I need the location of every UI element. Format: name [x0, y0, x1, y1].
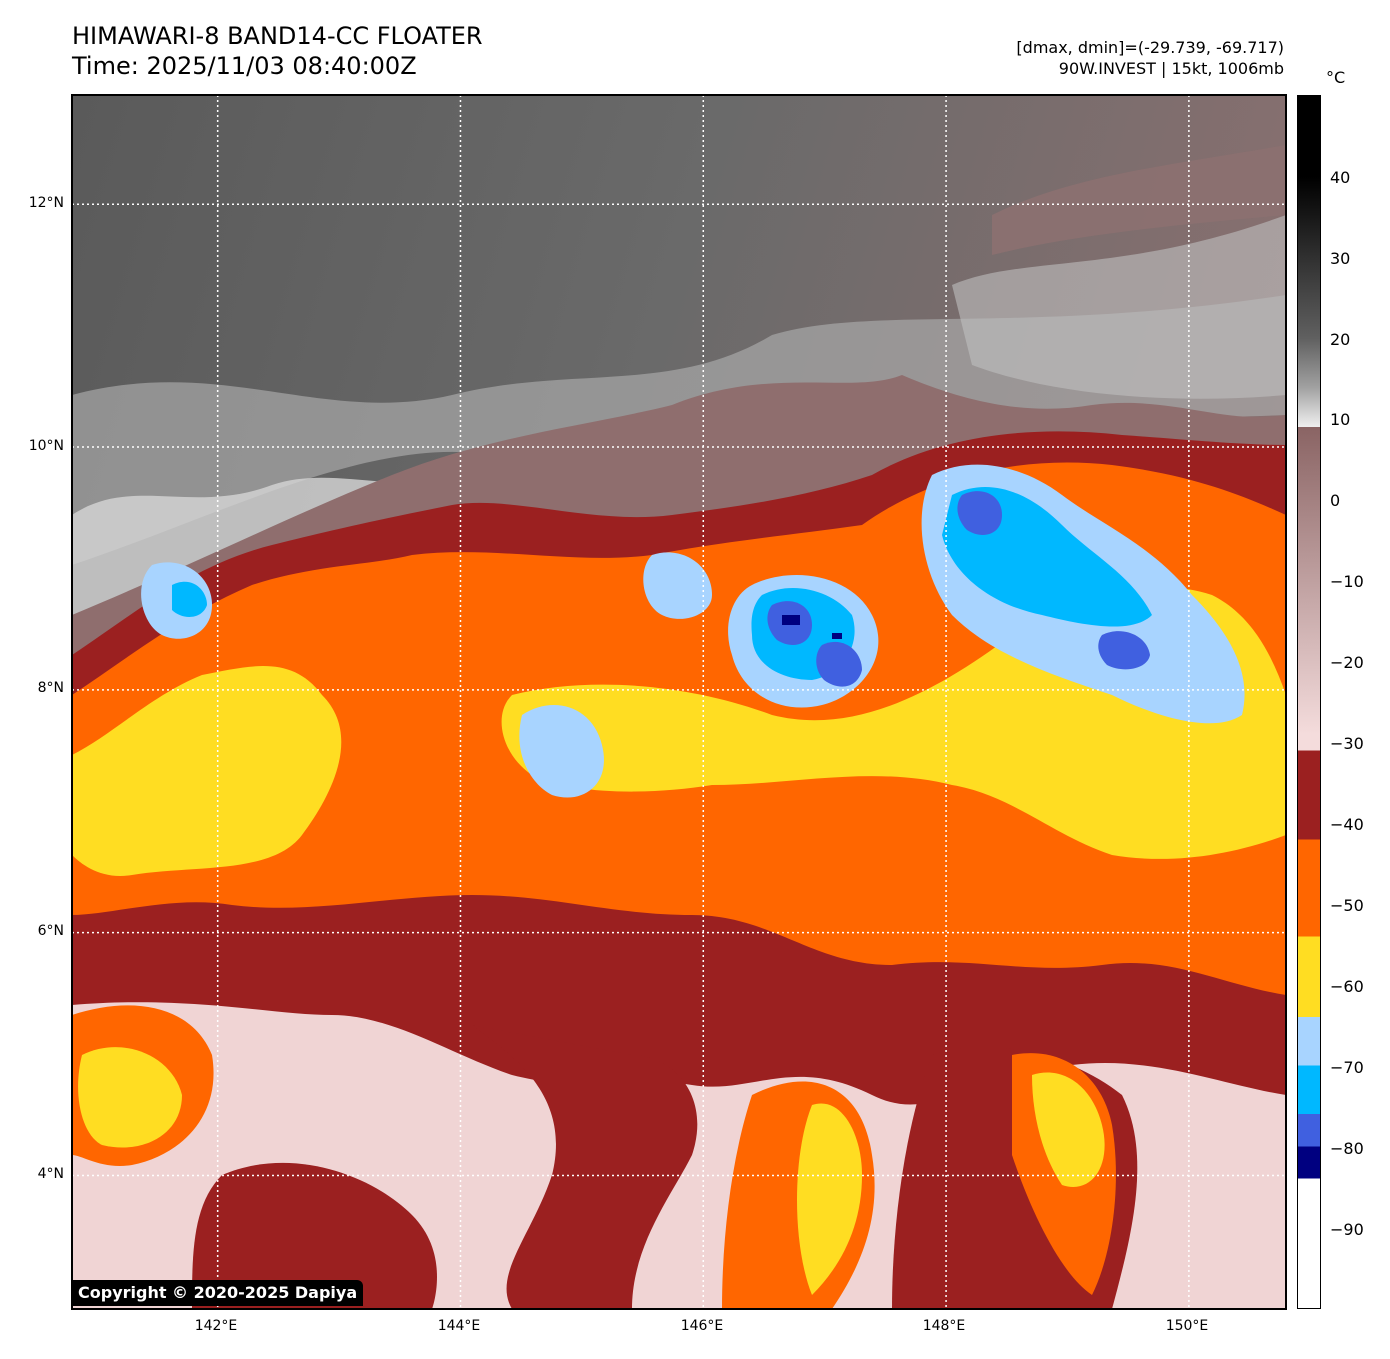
yellow-cell-south — [797, 1103, 862, 1295]
lon-label-146e: 146°E — [680, 1318, 724, 1334]
lat-lon-grid — [72, 95, 1286, 1309]
lat-label-8n: 8°N — [37, 680, 64, 696]
convective-cell-sw — [192, 1162, 437, 1309]
coldest-tops-c2 — [816, 641, 862, 687]
gray-cloud-patch — [952, 215, 1286, 399]
lon-label-150e: 150°E — [1165, 1318, 1209, 1334]
cold-core-west — [172, 581, 207, 617]
lat-label-4n: 4°N — [37, 1166, 64, 1182]
satellite-map — [72, 95, 1286, 1309]
brown-cloud-patch — [992, 145, 1286, 255]
lat-label-6n: 6°N — [37, 923, 64, 939]
coldest-tops-e — [1098, 631, 1150, 670]
yellow-cell-west — [78, 1047, 182, 1148]
colorbar-tick-20: 20 — [1330, 330, 1351, 349]
coldest-pixel-center — [782, 615, 800, 625]
storm-info: 90W.INVEST | 15kt, 1006mb — [1058, 59, 1284, 78]
coldest-tops-ne — [957, 491, 1002, 535]
colorbar-tick-40: 40 — [1330, 168, 1351, 187]
convective-band-south — [472, 1025, 698, 1309]
lon-label-142e: 142°E — [194, 1318, 238, 1334]
colorbar-tick-minus10: −10 — [1330, 572, 1364, 591]
colorbar-unit: °C — [1326, 68, 1346, 87]
lat-label-12n: 12°N — [28, 195, 64, 211]
copyright-badge: Copyright © 2020-2025 Dapiya — [72, 1280, 364, 1306]
colorbar-tick-minus20: −20 — [1330, 653, 1364, 672]
coldest-pixel-c2 — [832, 633, 842, 639]
very-cold-tops-west — [72, 666, 342, 876]
map-time: Time: 2025/11/03 08:40:00Z — [72, 52, 417, 80]
data-range-info: [dmax, dmin]=(-29.739, -69.717) — [1016, 38, 1284, 57]
colorbar-tick-minus70: −70 — [1330, 1058, 1364, 1077]
cloud-top-region-sw — [519, 705, 604, 798]
yellow-cell-se — [1032, 1072, 1105, 1187]
cloud-top-region-c2 — [643, 552, 712, 619]
lon-label-148e: 148°E — [922, 1318, 966, 1334]
colorbar-tick-minus40: −40 — [1330, 815, 1364, 834]
colorbar-tick-30: 30 — [1330, 249, 1351, 268]
colorbar-tick-minus90: −90 — [1330, 1220, 1364, 1239]
lat-label-10n: 10°N — [28, 438, 64, 454]
colorbar-tick-minus50: −50 — [1330, 896, 1364, 915]
map-title: HIMAWARI-8 BAND14-CC FLOATER — [72, 22, 483, 50]
satellite-imagery — [72, 95, 1286, 1309]
colorbar-tick-minus60: −60 — [1330, 977, 1364, 996]
colorbar-tick-0: 0 — [1330, 491, 1341, 510]
colorbar-tick-minus30: −30 — [1330, 734, 1364, 753]
colorbar-tick-10: 10 — [1330, 410, 1351, 429]
colorbar — [1297, 95, 1321, 1309]
lon-label-144e: 144°E — [437, 1318, 481, 1334]
colorbar-tick-minus80: −80 — [1330, 1139, 1364, 1158]
